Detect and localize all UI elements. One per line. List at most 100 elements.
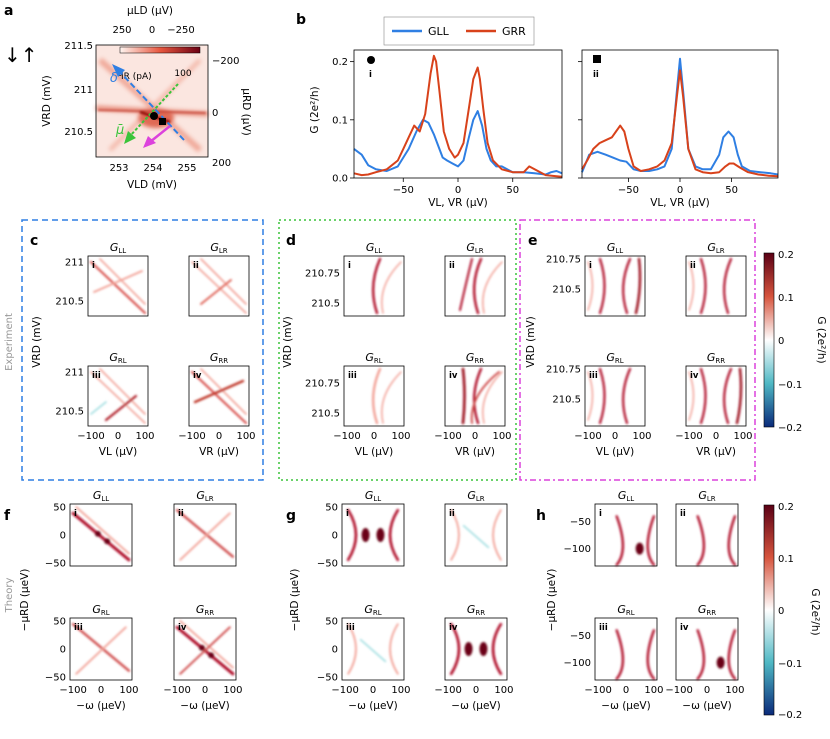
y-tick-label: −50 <box>317 672 338 683</box>
panel-a-label: a <box>4 3 13 19</box>
subpanel-g-ii: GLR ii <box>444 489 508 567</box>
x-tick-label: −100 <box>584 685 611 696</box>
subpanel-h-i: GLL i −50 −100 <box>564 489 658 567</box>
y-tick-label: 210.75 <box>305 268 340 279</box>
x-tick-label: −100 <box>675 431 702 442</box>
mu-label: μ̄ <box>115 123 124 138</box>
plot-background <box>582 50 778 178</box>
subpanel-g-iii: GRL iii −100 0 100 −ω (μeV) 50 0 −50 <box>317 603 411 712</box>
subpanel-title: GLL <box>365 489 381 503</box>
subpanel-title: GLR <box>210 241 227 255</box>
x-axis-label: −ω (μeV) <box>451 700 500 712</box>
experiment-ylabel-e: VRD (mV) <box>525 316 537 368</box>
x-axis-label: VR (μV) <box>696 446 736 458</box>
heatmap-frame <box>69 503 133 567</box>
x-tick-label: 0 <box>371 431 377 442</box>
point-i-marker <box>150 112 158 120</box>
theory-colorbar-tick: 0.1 <box>778 554 794 565</box>
x-tick-label: −100 <box>163 685 190 696</box>
x-tick-label: 100 <box>733 431 752 442</box>
subpanel-title: GLL <box>110 241 126 255</box>
mu-arrow-head <box>124 131 136 144</box>
panel-a-left-tick: 211 <box>74 85 93 96</box>
subpanel-title: GLL <box>93 489 109 503</box>
panel-a-right-tick: −200 <box>212 56 239 67</box>
panel-d-label: d <box>286 233 296 249</box>
subpanel-c-i: GLL i 211 210.5 <box>55 241 149 317</box>
heatmap-frame <box>444 255 506 317</box>
subpanel-roman: iv <box>690 371 699 381</box>
y-tick-label: −50 <box>45 672 66 683</box>
heatmap-frame <box>594 503 658 567</box>
panel-a-top-tick: 0 <box>149 25 155 36</box>
panel-a-colorbar-title: IR (pA) <box>121 72 152 82</box>
subpanel-roman: iv <box>449 623 458 633</box>
y-tick-label: 0 <box>60 531 66 542</box>
delta-label: δ <box>110 71 118 86</box>
subpanel-roman: i <box>599 509 602 519</box>
subpanel-title: GRR <box>466 351 484 365</box>
x-axis-label: VL (μV) <box>355 446 393 458</box>
panel-f-label: f <box>4 508 11 524</box>
experiment-colorbar: 0.2 0.1 0 −0.1 −0.2 G (2e²/h) <box>763 250 827 434</box>
subpanel-roman: ii <box>193 261 199 271</box>
experiment-ylabel-c: VRD (mV) <box>31 316 43 368</box>
panel-e-frame <box>519 219 756 481</box>
subpanel-f-iii: GRL iii −100 0 100 −ω (μeV) 50 0 −50 <box>45 603 139 712</box>
heatmap-frame <box>444 503 508 567</box>
heatmap-frame <box>173 617 237 681</box>
subpanel-roman: iv <box>680 623 689 633</box>
y-tick-label: 211 <box>65 258 84 269</box>
legend-gll-label: GLL <box>428 25 450 38</box>
heatmap-area <box>445 504 507 566</box>
experiment-colorbar-tick: 0 <box>778 336 784 347</box>
y-tick-label: 210.75 <box>546 365 581 376</box>
x-tick-label: −100 <box>331 685 358 696</box>
y-tick-label: −100 <box>564 658 591 669</box>
x-tick-label: 100 <box>236 431 255 442</box>
x-tick-label: 0 <box>472 431 478 442</box>
x-tick-label: 100 <box>725 685 744 696</box>
x-axis-label: VL (μV) <box>99 446 137 458</box>
subpanel-h-iii: GRL iii −100 0 100 −ω (μeV) −50 −100 <box>564 603 664 712</box>
panel-b-label: b <box>296 12 306 28</box>
row-label-experiment: Experiment <box>4 313 15 371</box>
heatmap-area <box>585 256 645 316</box>
heatmap-frame <box>594 617 658 681</box>
heatmap-frame <box>87 255 149 317</box>
subpanel-f-ii: GLR ii <box>173 489 237 567</box>
x-tick-label: 100 <box>391 685 410 696</box>
legend-grr-label: GRR <box>502 25 526 38</box>
heatmap-area <box>585 366 645 426</box>
x-tick-label: 50 <box>506 185 519 196</box>
x-tick-label: 100 <box>492 431 511 442</box>
panel-b-i-roman: i <box>369 70 372 80</box>
x-tick-label: 0 <box>713 431 719 442</box>
subpanel-d-ii: GLR ii <box>444 241 506 317</box>
x-axis-label: −ω (μeV) <box>682 700 731 712</box>
x-tick-label: −100 <box>434 685 461 696</box>
mu-axis-line <box>129 83 179 137</box>
theory-ylabel-h: −μRD (μeV) <box>546 569 558 632</box>
heatmap-area <box>676 618 738 680</box>
panel-a-frame <box>95 44 209 158</box>
x-tick-label: 100 <box>644 685 663 696</box>
x-tick-label: −50 <box>618 185 639 196</box>
x-axis-label: VR (μV) <box>199 446 239 458</box>
subpanel-title: GRL <box>606 351 623 365</box>
y-tick-label: 211 <box>65 368 84 379</box>
x-tick-label: 0 <box>677 185 683 196</box>
x-axis-label: −ω (μeV) <box>180 700 229 712</box>
subpanel-roman: i <box>74 509 77 519</box>
heatmap-frame <box>444 617 508 681</box>
heatmap-frame <box>444 365 506 427</box>
panel-a-bottom-tick: 253 <box>109 163 128 174</box>
x-tick-label: −100 <box>665 685 692 696</box>
y-tick-label: 50 <box>53 617 66 628</box>
experiment-colorbar-label: G (2e²/h) <box>815 316 827 363</box>
panel-c-frame <box>21 219 264 481</box>
theory-colorbar-bar <box>763 504 775 716</box>
x-axis-label: VR (μV) <box>455 446 495 458</box>
subpanel-g-i: GLL i 50 0 −50 <box>317 489 405 569</box>
